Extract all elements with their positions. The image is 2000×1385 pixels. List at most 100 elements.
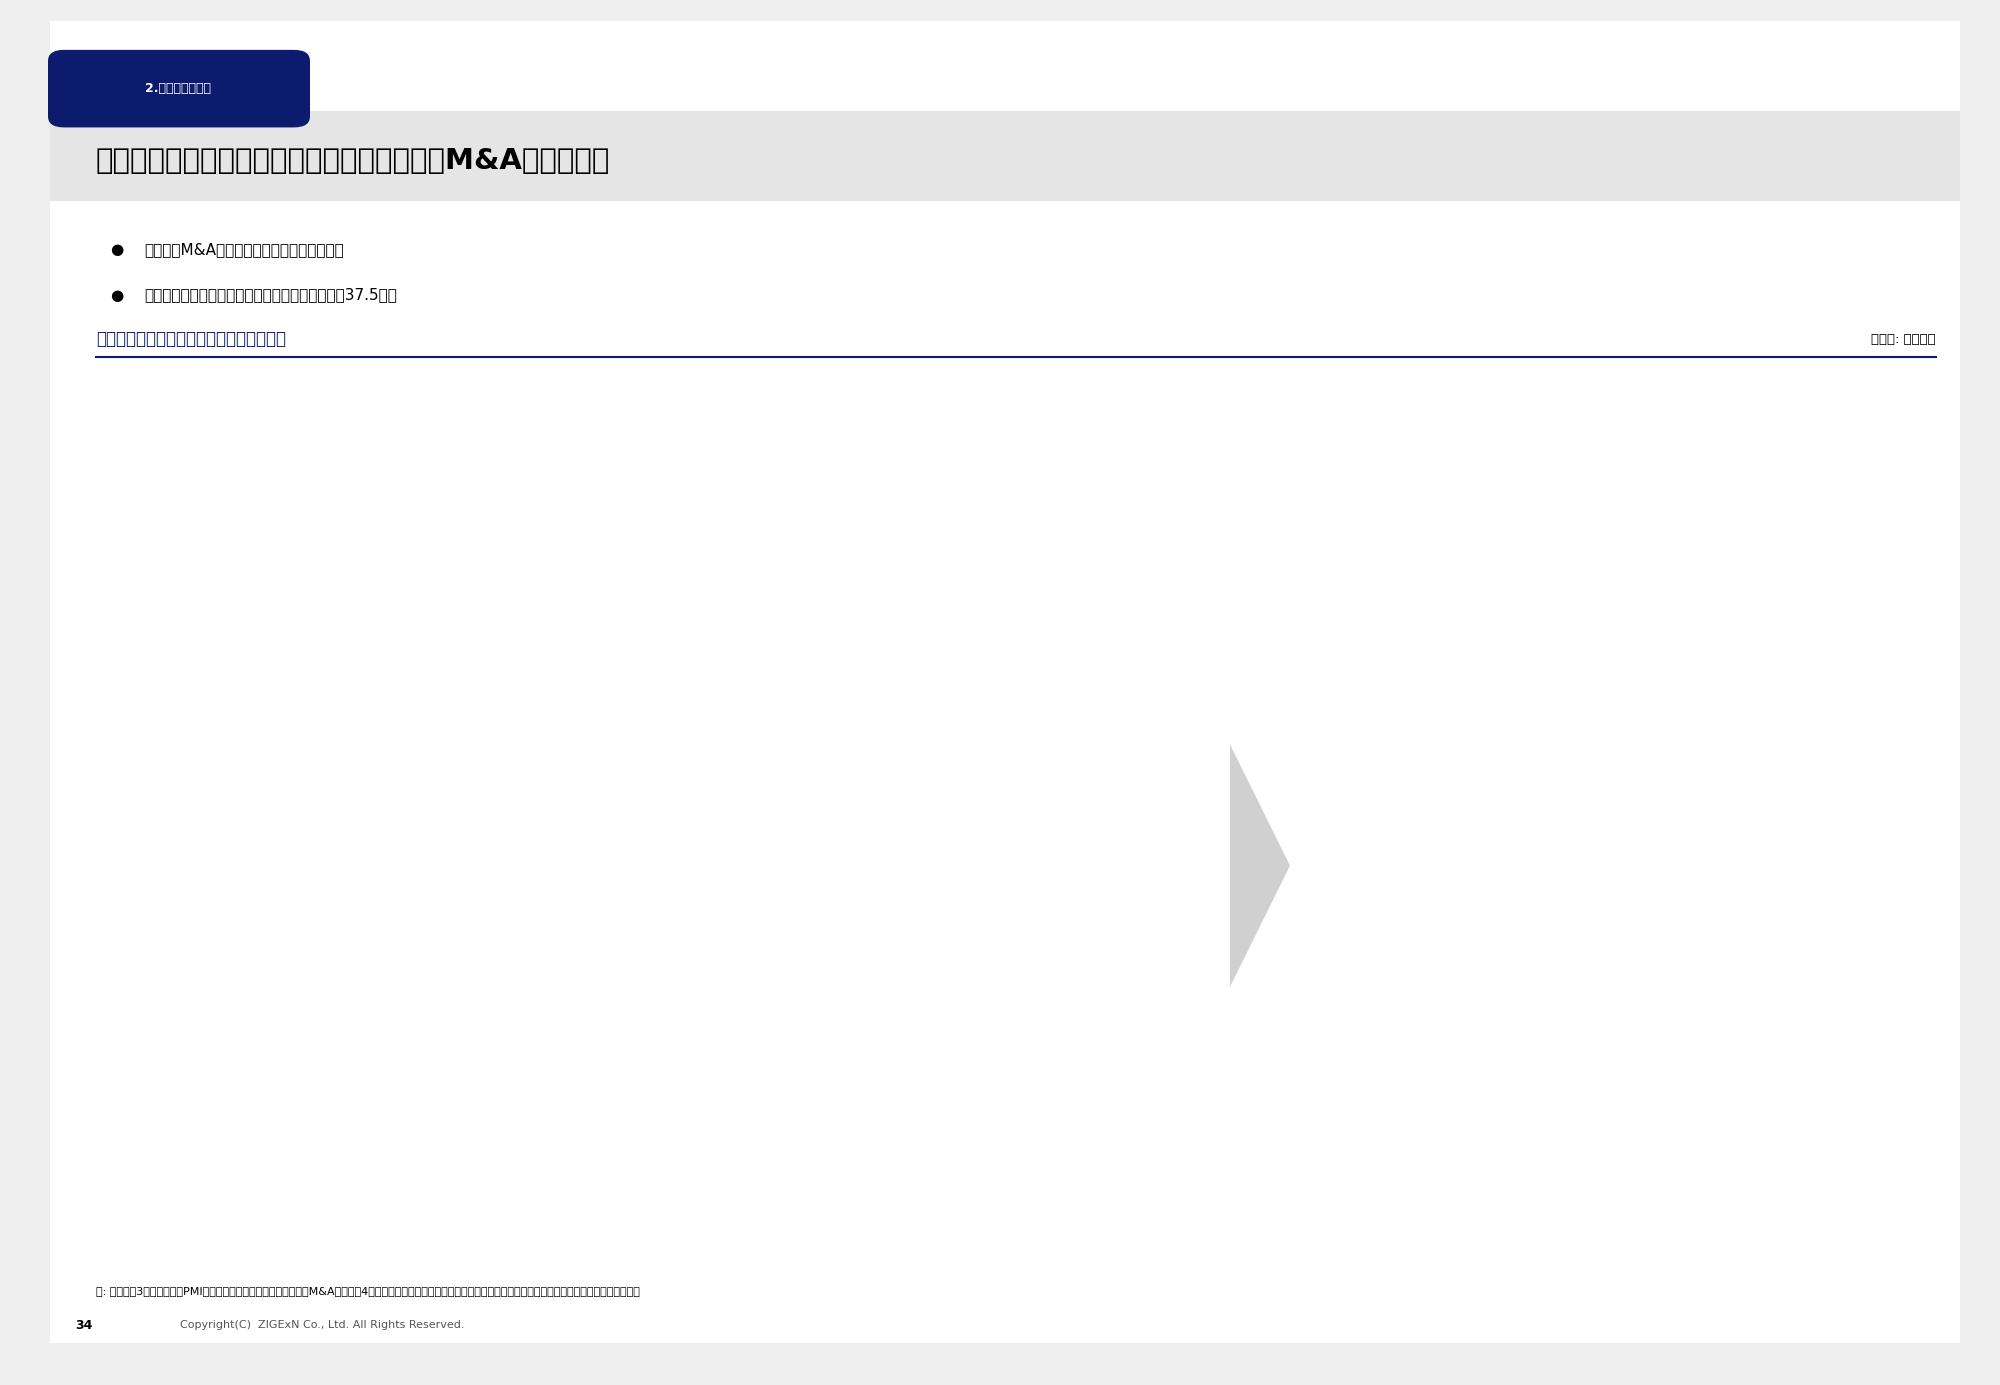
Bar xyxy=(1580,780,1656,1246)
Bar xyxy=(1760,932,1834,942)
Bar xyxy=(1760,807,1834,817)
Text: ●: ● xyxy=(110,288,124,302)
Bar xyxy=(1760,1075,1834,1084)
Bar xyxy=(1760,722,1834,731)
Text: 4,442: 4,442 xyxy=(1596,699,1640,713)
Bar xyxy=(1760,1217,1834,1227)
Bar xyxy=(1760,692,1834,702)
Bar xyxy=(1760,569,1834,579)
Bar xyxy=(1580,633,1656,780)
Bar xyxy=(1760,989,1834,999)
Bar xyxy=(1760,770,1834,778)
Bar xyxy=(1760,1036,1834,1046)
Bar xyxy=(1760,636,1834,645)
Bar xyxy=(1760,969,1834,979)
Bar xyxy=(1760,674,1834,684)
Bar xyxy=(1402,907,1476,1246)
Bar xyxy=(1760,665,1834,674)
Bar xyxy=(1760,1084,1834,1094)
Bar xyxy=(1760,827,1834,837)
Bar xyxy=(1760,798,1834,807)
Bar xyxy=(1760,1180,1834,1190)
Text: オーガニックグロースにおける成長率は前年比＋37.5％。: オーガニックグロースにおける成長率は前年比＋37.5％。 xyxy=(144,288,396,302)
Text: ●: ● xyxy=(110,242,124,256)
Bar xyxy=(1760,731,1834,741)
Bar xyxy=(1760,1208,1834,1217)
Bar xyxy=(1760,751,1834,760)
Bar xyxy=(1760,512,1834,521)
Bar xyxy=(1760,616,1834,626)
Legend: FY23/3, FY22/3, FY21/3, FY20/3, FY19/3, FY18/3, FY17/3, FY16/3, FY15/3, オーガニックグロ: FY23/3, FY22/3, FY21/3, FY20/3, FY19/3, … xyxy=(276,392,370,554)
Bar xyxy=(1760,1094,1834,1104)
Bar xyxy=(1760,1190,1834,1199)
Bar xyxy=(1760,903,1834,913)
Bar xyxy=(1760,1065,1834,1075)
Bar xyxy=(1760,999,1834,1008)
Bar xyxy=(1760,1046,1834,1055)
Bar xyxy=(1760,760,1834,770)
Text: +37.5%: +37.5% xyxy=(1382,850,1460,868)
Bar xyxy=(1760,837,1834,846)
Bar xyxy=(1760,846,1834,856)
Bar xyxy=(1760,1227,1834,1237)
Bar xyxy=(1760,942,1834,950)
Bar xyxy=(1760,579,1834,589)
Bar xyxy=(1760,1028,1834,1036)
Bar xyxy=(1760,856,1834,864)
Bar xyxy=(1760,503,1834,512)
Bar xyxy=(1760,1237,1834,1246)
Bar xyxy=(1760,1114,1834,1122)
Legend: インオーガニック（M&A）グロース, オーガニックグロース: インオーガニック（M&A）グロース, オーガニックグロース xyxy=(1310,367,1490,410)
Bar xyxy=(1760,741,1834,751)
Bar xyxy=(1760,1161,1834,1170)
Bar xyxy=(1760,788,1834,798)
Bar xyxy=(1760,598,1834,607)
Text: YoY: YoY xyxy=(1404,812,1440,830)
Text: （単位: 百万円）: （単位: 百万円） xyxy=(1872,332,1936,346)
Bar xyxy=(1760,960,1834,970)
Text: 34: 34 xyxy=(76,1319,92,1332)
Bar xyxy=(1760,589,1834,598)
Bar xyxy=(1760,645,1834,655)
Bar xyxy=(1760,521,1834,530)
Polygon shape xyxy=(1230,745,1290,986)
Bar xyxy=(1760,1170,1834,1180)
Text: 積極的なM&Aにより非連続的な成長を実現。: 積極的なM&Aにより非連続的な成長を実現。 xyxy=(144,242,344,256)
Bar xyxy=(1760,874,1834,884)
Bar xyxy=(1760,702,1834,712)
Bar xyxy=(1760,864,1834,874)
FancyArrowPatch shape xyxy=(1504,457,1900,884)
Text: 4,894: 4,894 xyxy=(1418,820,1462,834)
Bar xyxy=(1760,626,1834,636)
Text: 10,378: 10,378 xyxy=(1412,1069,1468,1084)
Bar xyxy=(1760,712,1834,722)
Bar xyxy=(1760,884,1834,893)
Bar xyxy=(1760,483,1834,493)
Bar xyxy=(1760,893,1834,903)
Bar xyxy=(1760,655,1834,665)
Text: 14,266: 14,266 xyxy=(1590,1006,1646,1021)
Bar xyxy=(952,460,1264,1246)
Bar xyxy=(1760,1199,1834,1208)
Bar xyxy=(1760,1122,1834,1132)
Text: 注: 基本的に3年程度以内でPMI効果は一巡すると想定されるため、M&A実施から4年目以降の事業の売上収益を自社立ち上げ事業と合算して、オーガニックグロースと定: 注: 基本的に3年程度以内でPMI効果は一巡すると想定されるため、M&A実施から… xyxy=(96,1285,640,1296)
Bar xyxy=(1760,950,1834,960)
Bar xyxy=(1760,1055,1834,1065)
Bar xyxy=(1760,1018,1834,1028)
Text: Copyright(C)  ZIGExN Co., Ltd. All Rights Reserved.: Copyright(C) ZIGExN Co., Ltd. All Rights… xyxy=(180,1320,464,1331)
Bar xyxy=(1760,540,1834,550)
Bar xyxy=(1402,747,1476,907)
Bar xyxy=(1760,1104,1834,1114)
Bar xyxy=(1760,684,1834,692)
Text: オーガニック／インオーガニック売上収益: オーガニック／インオーガニック売上収益 xyxy=(96,331,286,348)
Bar xyxy=(1760,979,1834,989)
Bar xyxy=(1760,1151,1834,1161)
Bar xyxy=(1760,560,1834,569)
Bar xyxy=(1760,607,1834,616)
Bar xyxy=(1760,778,1834,788)
Bar xyxy=(1760,550,1834,560)
Bar xyxy=(1760,1008,1834,1018)
Bar xyxy=(1760,817,1834,827)
Text: 23,300: 23,300 xyxy=(1762,450,1832,468)
Bar xyxy=(1760,913,1834,922)
